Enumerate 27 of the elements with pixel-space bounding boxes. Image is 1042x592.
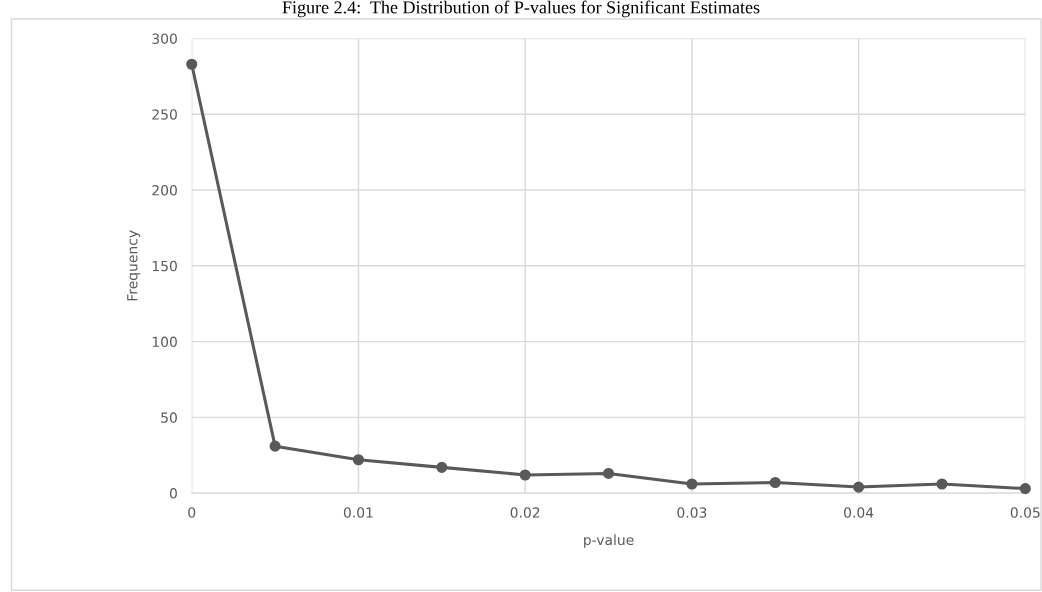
x-tick-label: 0.03 bbox=[677, 507, 707, 518]
point bbox=[1019, 483, 1031, 495]
y-tick-label: 150 bbox=[152, 260, 177, 272]
y-axis-title: Frequency bbox=[127, 230, 141, 301]
x-tick-label: 0.02 bbox=[510, 507, 540, 518]
point bbox=[602, 467, 615, 479]
x-tick-label: 0.01 bbox=[343, 507, 373, 518]
x-tick-label: 0.05 bbox=[1010, 507, 1040, 518]
point bbox=[686, 478, 698, 490]
point bbox=[936, 478, 948, 490]
point bbox=[186, 58, 198, 70]
y-tick-label: 250 bbox=[152, 109, 177, 120]
point bbox=[269, 440, 281, 452]
point bbox=[853, 481, 865, 493]
y-tick-label: 0 bbox=[169, 488, 177, 499]
x-tick-label: 0 bbox=[188, 507, 196, 518]
point bbox=[519, 469, 531, 481]
y-tick-label: 50 bbox=[161, 412, 177, 423]
y-tick-label: 200 bbox=[152, 185, 177, 196]
y-tick-label: 300 bbox=[152, 33, 177, 44]
x-axis-title: p-value bbox=[584, 534, 634, 548]
point bbox=[352, 454, 365, 466]
y-tick-label: 100 bbox=[152, 336, 177, 348]
chart-title: Figure 2.4: The Distribution of P-values for Significant Estimates bbox=[282, 0, 760, 18]
point bbox=[769, 476, 781, 489]
x-tick-label: 0.04 bbox=[844, 507, 874, 518]
point bbox=[436, 461, 448, 473]
